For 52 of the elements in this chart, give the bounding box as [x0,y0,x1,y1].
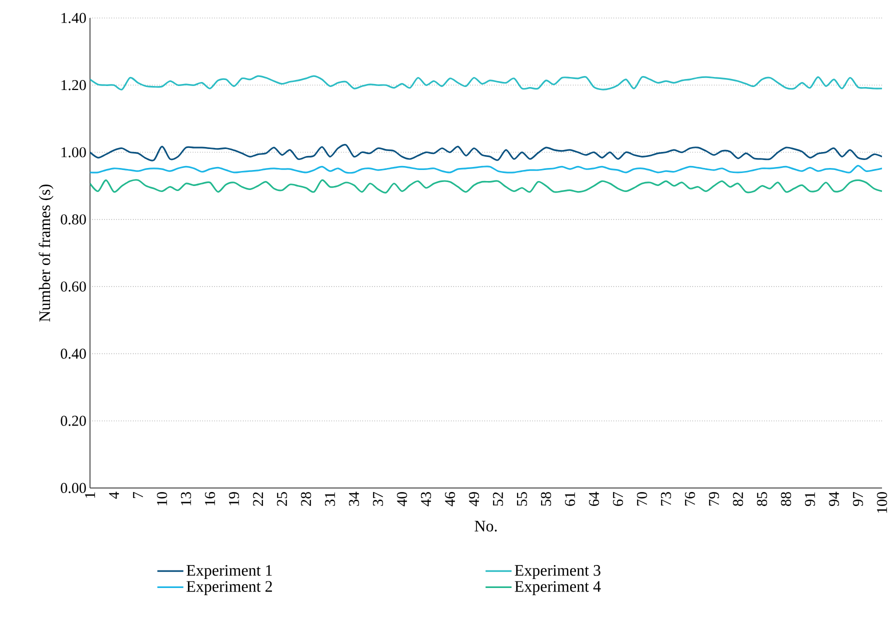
x-tick-label: 49 [468,492,480,506]
x-axis-title: No. [474,520,497,532]
x-tick-label: 40 [396,492,408,506]
x-tick-label: 34 [348,492,360,506]
x-tick-label: 22 [253,492,263,506]
x-tick-label: 1 [85,492,95,498]
x-tick-label: 19 [228,492,240,506]
legend-label: Experiment 4 [514,581,601,596]
line-series [90,164,882,174]
x-tick-label: 91 [804,492,816,506]
x-tick-label: 61 [564,492,576,506]
x-tick-label: 85 [756,492,768,506]
x-tick-label: 82 [732,492,744,506]
y-tick-label: 0.00 [60,482,86,494]
y-tick-label: 0.40 [60,348,86,359]
x-tick-label: 52 [492,492,504,506]
x-tick-label: 94 [828,492,840,506]
x-tick-label: 55 [517,492,527,506]
y-tick-label: 1.40 [62,12,86,24]
y-axis-title: Number of frames (s) [38,184,54,322]
y-tick-label: 0.80 [60,214,86,225]
x-tick-label: 73 [660,492,672,506]
x-tick-label: 100 [876,492,888,513]
legend-label: Experiment 1 [186,565,272,580]
x-tick-label: 88 [780,492,792,506]
line-series [90,75,882,90]
x-tick-label: 43 [420,492,432,506]
x-tick-label: 37 [372,492,384,506]
x-tick-label: 7 [133,492,143,498]
x-tick-label: 31 [324,492,336,506]
x-tick-label: 25 [276,492,288,506]
x-tick-label: 70 [636,492,648,506]
x-tick-label: 10 [156,492,168,506]
x-tick-label: 16 [204,492,216,506]
y-tick-label: 1.00 [62,147,86,158]
x-tick-label: 58 [540,492,552,506]
y-tick-label: 0.20 [60,416,86,426]
legend-label: Experiment 2 [186,581,272,596]
x-tick-label: 13 [180,492,192,506]
x-tick-label: 76 [684,492,696,506]
legend-label: Experiment 3 [514,565,600,580]
y-tick-label: 1.20 [62,80,86,90]
line-series [90,144,882,162]
line-series [90,179,882,194]
x-tick-label: 79 [708,492,720,506]
x-tick-label: 4 [109,492,119,499]
x-tick-label: 67 [612,492,624,506]
x-tick-label: 64 [588,492,600,506]
x-tick-label: 46 [444,492,456,506]
y-tick-label: 0.60 [60,281,86,292]
x-tick-label: 28 [300,492,312,506]
x-tick-label: 97 [852,492,864,506]
